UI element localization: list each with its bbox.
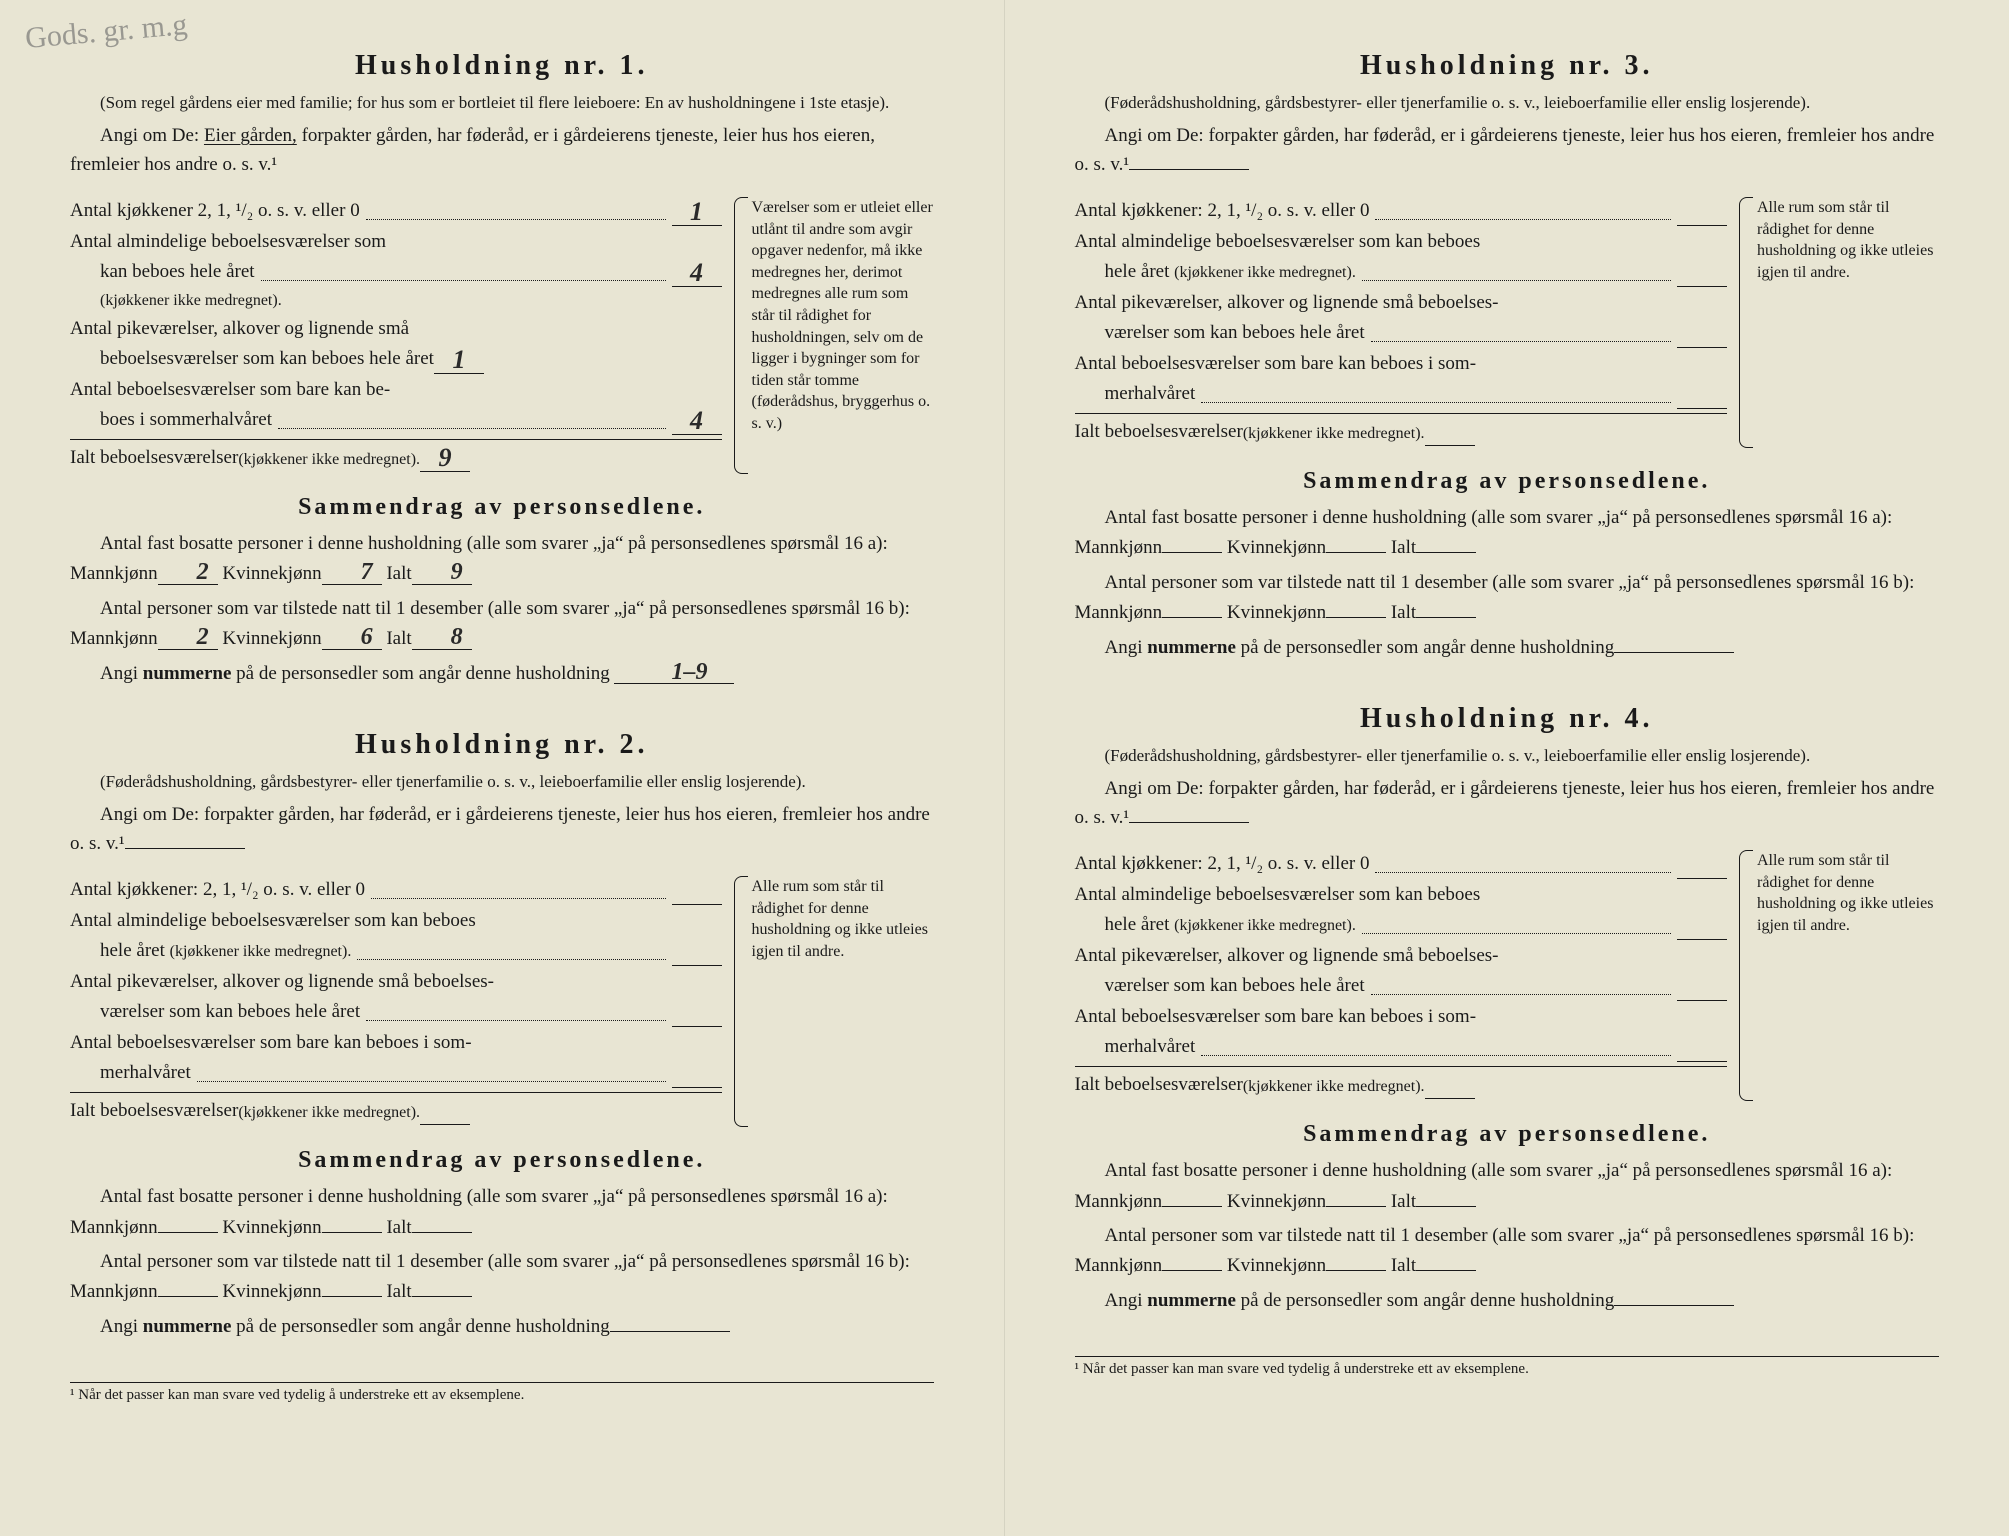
h2-total: [420, 1124, 470, 1125]
h3-rooms-year: [1677, 286, 1727, 287]
h2-rooms-year: [672, 965, 722, 966]
h3-side-note: Alle rum som står til rådighet for denne…: [1739, 197, 1939, 448]
h1-16a-m: 2: [158, 562, 218, 585]
h3-sum1: Antal fast bosatte personer i denne hush…: [1075, 503, 1940, 564]
h1-rooms-year: 4: [672, 260, 722, 287]
household-1: Husholdning nr. 1. (Som regel gårdens ei…: [70, 50, 934, 689]
h3-subtitle: (Føderådshusholdning, gårdsbestyrer- ell…: [1075, 92, 1940, 114]
h4-side-note: Alle rum som står til rådighet for denne…: [1739, 850, 1939, 1101]
h3-angi: Angi om De: forpakter gården, har føderå…: [1075, 122, 1940, 179]
h1-person-numbers: 1–9: [614, 662, 734, 685]
h4-summer: [1677, 1061, 1727, 1062]
h2-kitchens: [672, 904, 722, 905]
h1-title: Husholdning nr. 1.: [70, 50, 934, 82]
h4-subtitle: (Føderådshusholdning, gårdsbestyrer- ell…: [1075, 745, 1940, 767]
h4-rooms-year: [1677, 939, 1727, 940]
h3-fields: Antal kjøkkener: 2, 1, ¹/₂ o. s. v. elle…: [1075, 197, 1940, 448]
h2-fields: Antal kjøkkener: 2, 1, ¹/₂ o. s. v. elle…: [70, 876, 934, 1127]
h3-total: [1425, 445, 1475, 446]
h1-16b-k: 6: [322, 627, 382, 650]
footnote-right: ¹ Når det passer kan man svare ved tydel…: [1075, 1356, 1940, 1378]
h4-kitchens: [1677, 878, 1727, 879]
h4-total: [1425, 1098, 1475, 1099]
h1-16a-k: 7: [322, 562, 382, 585]
h1-summer: 4: [672, 408, 722, 435]
h1-subtitle: (Som regel gårdens eier med familie; for…: [70, 92, 934, 114]
h1-16a-i: 9: [412, 562, 472, 585]
h1-fields: Antal kjøkkener 2, 1, ¹/₂ o. s. v. eller…: [70, 197, 934, 474]
h4-angi: Angi om De: forpakter gården, har føderå…: [1075, 775, 1940, 832]
h3-title: Husholdning nr. 3.: [1075, 50, 1940, 82]
h1-total: 9: [420, 445, 470, 472]
h2-summer: [672, 1087, 722, 1088]
household-3: Husholdning nr. 3. (Føderådshusholdning,…: [1075, 50, 1940, 663]
h1-summary-title: Sammendrag av personsedlene.: [70, 494, 934, 521]
h3-angi-num: Angi nummerne på de personsedler som ang…: [1075, 633, 1940, 663]
h4-fields: Antal kjøkkener: 2, 1, ¹/₂ o. s. v. elle…: [1075, 850, 1940, 1101]
h1-16b-m: 2: [158, 627, 218, 650]
h3-summer: [1677, 408, 1727, 409]
h4-sum2: Antal personer som var tilstede natt til…: [1075, 1221, 1940, 1282]
household-2: Husholdning nr. 2. (Føderådshusholdning,…: [70, 729, 934, 1342]
h2-summary-title: Sammendrag av personsedlene.: [70, 1147, 934, 1174]
h1-side-note: Værelser som er utleiet eller utlånt til…: [734, 197, 934, 474]
h3-sum2: Antal personer som var tilstede natt til…: [1075, 568, 1940, 629]
h1-angi-num: Angi nummerne på de personsedler som ang…: [70, 659, 934, 689]
h1-kitchens: 1: [672, 199, 722, 226]
h1-angi: Angi om De: Eier gården, forpakter gårde…: [70, 122, 934, 179]
h4-sum1: Antal fast bosatte personer i denne hush…: [1075, 1156, 1940, 1217]
h4-angi-num: Angi nummerne på de personsedler som ang…: [1075, 1286, 1940, 1316]
left-page: Gods. gr. m.g Husholdning nr. 1. (Som re…: [0, 0, 1005, 1536]
h3-kitchens: [1677, 225, 1727, 226]
h4-maidrooms: [1677, 1000, 1727, 1001]
h3-maidrooms: [1677, 347, 1727, 348]
h2-angi: Angi om De: forpakter gården, har føderå…: [70, 801, 934, 858]
h1-16b-i: 8: [412, 627, 472, 650]
h1-maidrooms: 1: [434, 347, 484, 374]
h3-summary-title: Sammendrag av personsedlene.: [1075, 468, 1940, 495]
footnote-left: ¹ Når det passer kan man svare ved tydel…: [70, 1382, 934, 1404]
household-4: Husholdning nr. 4. (Føderådshusholdning,…: [1075, 703, 1940, 1316]
h4-title: Husholdning nr. 4.: [1075, 703, 1940, 735]
h2-sum1: Antal fast bosatte personer i denne hush…: [70, 1182, 934, 1243]
h2-title: Husholdning nr. 2.: [70, 729, 934, 761]
h2-maidrooms: [672, 1026, 722, 1027]
h1-sum2: Antal personer som var tilstede natt til…: [70, 594, 934, 655]
h2-sum2: Antal personer som var tilstede natt til…: [70, 1247, 934, 1308]
right-page: Husholdning nr. 3. (Føderådshusholdning,…: [1005, 0, 2009, 1536]
h2-side-note: Alle rum som står til rådighet for denne…: [734, 876, 934, 1127]
h4-summary-title: Sammendrag av personsedlene.: [1075, 1121, 1940, 1148]
h2-subtitle: (Føderådshusholdning, gårdsbestyrer- ell…: [70, 771, 934, 793]
handwritten-note: Gods. gr. m.g: [24, 8, 189, 56]
h2-angi-num: Angi nummerne på de personsedler som ang…: [70, 1312, 934, 1342]
h1-sum1: Antal fast bosatte personer i denne hush…: [70, 529, 934, 590]
